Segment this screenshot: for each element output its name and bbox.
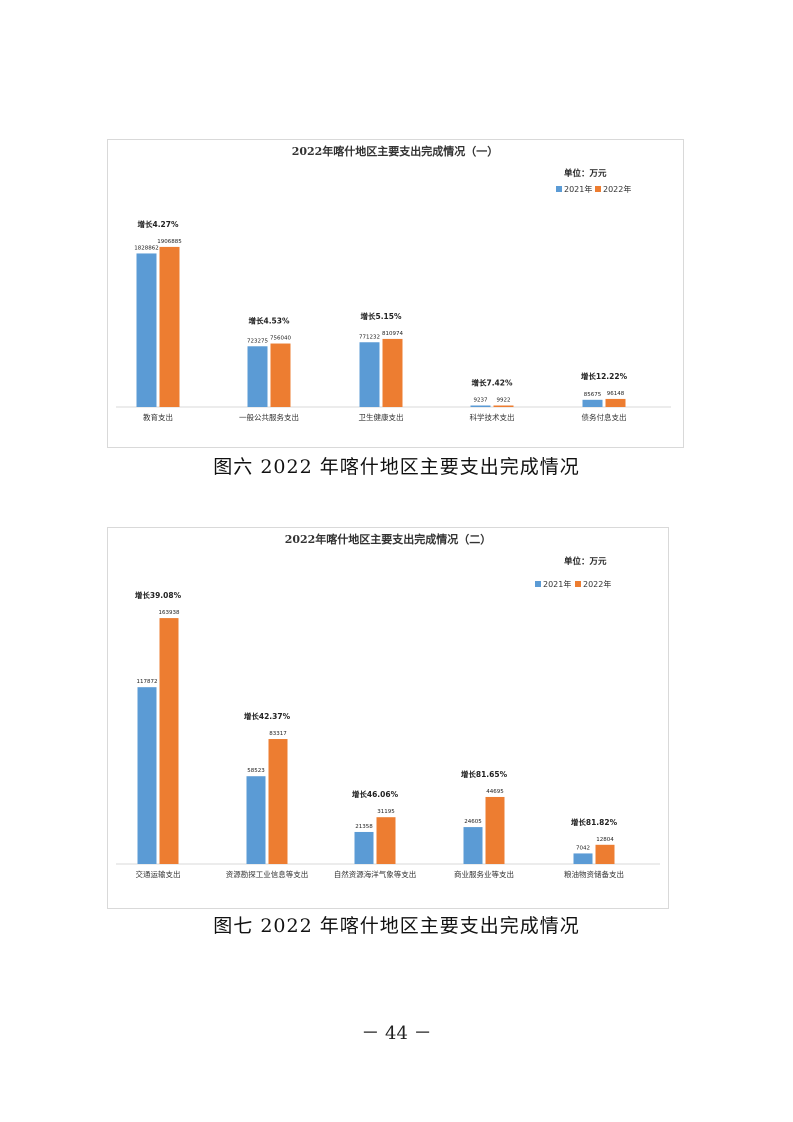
chart-2-growth-label-5: 增长81.82% (571, 817, 618, 827)
chart-2-bar-2-5 (595, 844, 615, 864)
chart-2-value-label-2-1: 163938 (159, 610, 180, 616)
chart-1-unit-label: 单位：万元 (564, 168, 607, 179)
chart-1-value-label-1-5: 85675 (584, 392, 602, 398)
figure-7-caption: 图七 2022 年喀什地区主要支出完成情况 (213, 915, 580, 937)
chart-2-value-label-1-2: 58523 (247, 768, 265, 774)
chart-2-category-label-2: 资源勘探工业信息等支出 (226, 869, 309, 879)
chart-1-bar-1-5 (582, 399, 603, 407)
chart-2-growth-label-2: 增长42.37% (244, 711, 291, 721)
chart-1-bar-2-2 (270, 343, 291, 407)
chart-2-category-label-4: 商业服务业等支出 (454, 869, 514, 879)
chart-2-bar-2-1 (159, 618, 179, 864)
chart-1-value-label-2-1: 1906885 (157, 239, 182, 245)
chart-1-bar-2-5 (605, 398, 626, 407)
chart-2-legend-swatch-1 (535, 581, 541, 587)
chart-2-value-label-2-2: 83317 (269, 731, 287, 737)
chart-1-value-label-2-3: 810974 (382, 331, 403, 337)
chart-2-bar-2-2 (268, 739, 288, 864)
chart-2-legend-label-1: 2021年 (543, 579, 571, 589)
chart-2-bar-1-2 (246, 776, 266, 864)
chart-1-value-label-1-3: 771232 (359, 334, 380, 340)
chart-1-legend-swatch-2 (595, 186, 601, 192)
chart-2-category-label-3: 自然资源海洋气象等支出 (334, 869, 417, 879)
chart-1-value-label-1-2: 723275 (247, 338, 268, 344)
chart-1-value-label-1-1: 1828862 (134, 245, 159, 251)
chart-1-value-label-2-2: 756040 (270, 336, 291, 342)
chart-2-value-label-2-5: 12804 (596, 837, 614, 843)
chart-2-growth-label-1: 增长39.08% (135, 590, 182, 600)
chart-2-value-label-2-4: 44695 (486, 789, 504, 795)
figure-6-caption: 图六 2022 年喀什地区主要支出完成情况 (213, 456, 580, 478)
chart-1-value-label-2-5: 96148 (607, 391, 625, 397)
chart-2-bar-1-4 (463, 827, 483, 864)
chart-1-category-label-4: 科学技术支出 (470, 412, 515, 422)
chart-2-bar-1-1 (137, 687, 157, 864)
chart-1-bar-2-4 (493, 405, 514, 407)
page-number: － 44 － (361, 1023, 432, 1044)
chart-2-bar-2-4 (485, 796, 505, 864)
chart-1-growth-label-4: 增长7.42% (471, 378, 513, 388)
chart-1-category-label-3: 卫生健康支出 (359, 412, 404, 422)
chart-1-category-label-1: 教育支出 (143, 412, 173, 422)
chart-frame-1: 2022年喀什地区主要支出完成情况（一） 单位：万元 2021年 2022年 18288… (107, 139, 684, 448)
chart-1-svg: 2022年喀什地区主要支出完成情况（一） 单位：万元 2021年 2022年 18288… (116, 144, 671, 422)
chart-1-bar-1-2 (247, 346, 268, 407)
chart-1-category-label-5: 债务付息支出 (582, 412, 627, 422)
chart-2-value-label-1-5: 7042 (576, 845, 590, 851)
chart-2-title: 2022年喀什地区主要支出完成情况（二） (285, 532, 492, 546)
chart-2-value-label-1-1: 117872 (137, 679, 158, 685)
chart-2-unit-label: 单位：万元 (564, 556, 607, 567)
chart-2-svg: 2022年喀什地区主要支出完成情况（二） 单位：万元 2021年 2022年 11787… (116, 532, 660, 879)
chart-1-legend-label-1: 2021年 (564, 184, 592, 194)
chart-1-legend-label-2: 2022年 (603, 184, 631, 194)
chart-1-legend-swatch-1 (556, 186, 562, 192)
chart-1-growth-label-2: 增长4.53% (248, 316, 290, 326)
chart-2-growth-label-4: 增长81.65% (461, 769, 508, 779)
chart-1-bar-1-1 (136, 253, 157, 407)
chart-2-value-label-1-4: 24605 (464, 819, 482, 825)
chart-2-legend-label-2: 2022年 (583, 579, 611, 589)
chart-2-bar-2-3 (376, 817, 396, 864)
chart-1-bar-2-1 (159, 246, 180, 407)
chart-frame-2: 2022年喀什地区主要支出完成情况（二） 单位：万元 2021年 2022年 11787… (107, 527, 669, 909)
chart-1-growth-label-3: 增长5.15% (360, 311, 402, 321)
chart-2-category-label-5: 粮油物资储备支出 (564, 869, 624, 879)
chart-2-category-label-1: 交通运输支出 (136, 869, 181, 879)
chart-2-bar-1-5 (573, 853, 593, 864)
chart-2-value-label-1-3: 21358 (355, 824, 373, 830)
chart-2-bar-1-3 (354, 831, 374, 864)
chart-2-value-label-2-3: 31195 (377, 809, 395, 815)
chart-1-value-label-1-4: 9237 (474, 398, 488, 404)
chart-1-growth-label-1: 增长4.27% (137, 219, 179, 229)
chart-1-bar-1-3 (359, 342, 380, 407)
chart-1-bar-2-3 (382, 338, 403, 407)
chart-2-growth-label-3: 增长46.06% (352, 789, 399, 799)
chart-1-title: 2022年喀什地区主要支出完成情况（一） (292, 144, 499, 158)
chart-1-bar-1-4 (470, 405, 491, 407)
chart-1-category-label-2: 一般公共服务支出 (239, 412, 299, 422)
chart-2-legend-swatch-2 (575, 581, 581, 587)
chart-1-growth-label-5: 增长12.22% (581, 371, 628, 381)
chart-1-value-label-2-4: 9922 (497, 398, 511, 404)
